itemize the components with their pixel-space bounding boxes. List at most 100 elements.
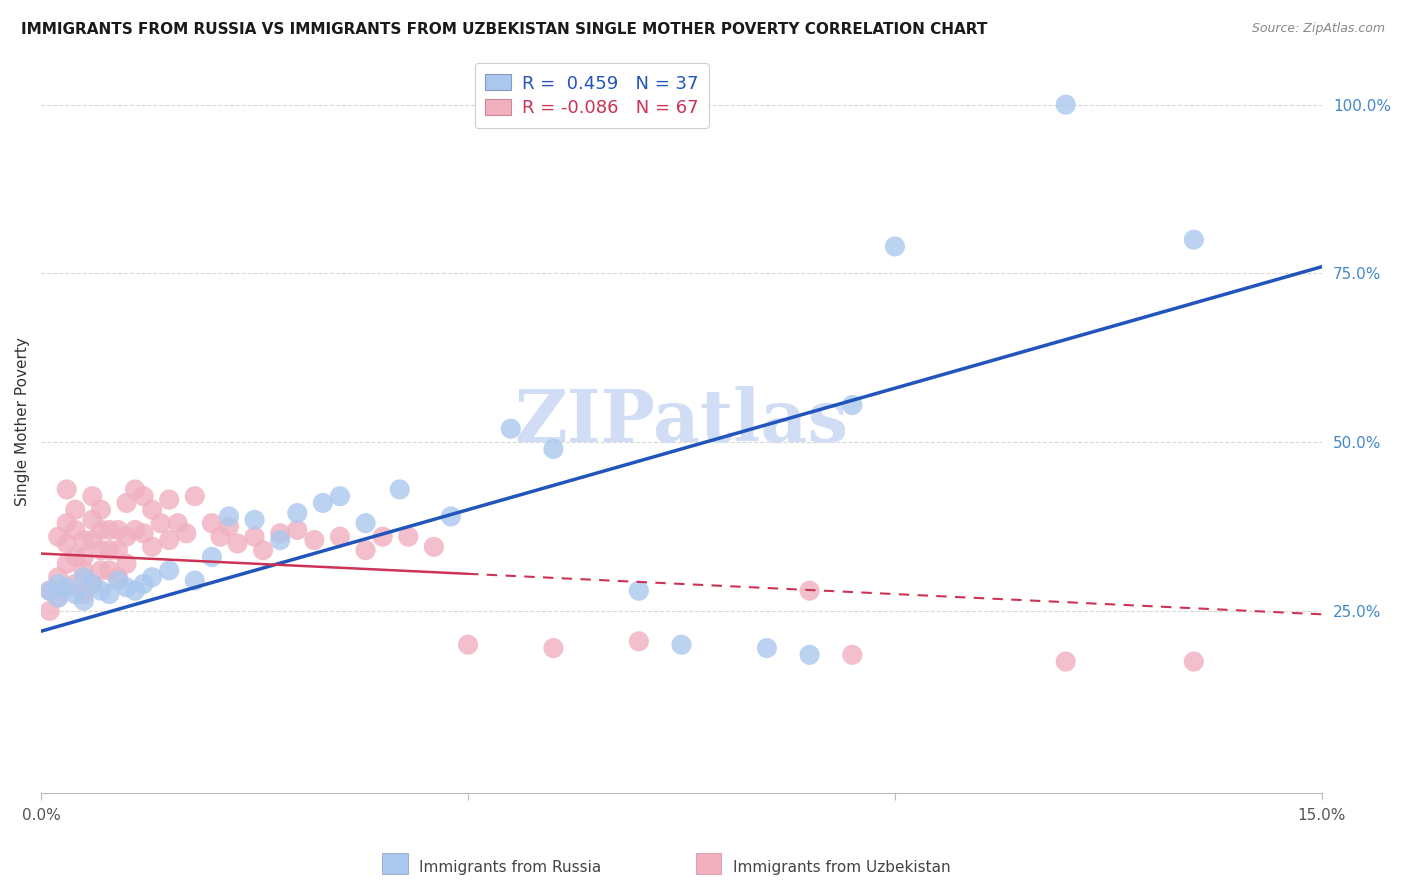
Point [73, 549, 96, 564]
Point [38, 604, 60, 618]
Point [65, 523, 87, 537]
Point [38, 583, 60, 598]
Point [354, 516, 377, 531]
Point [55, 557, 77, 571]
Point [799, 583, 821, 598]
Point [396, 530, 419, 544]
Point [73, 587, 96, 601]
Point [201, 516, 224, 531]
Point [312, 496, 335, 510]
Point [82, 513, 104, 527]
Point [115, 530, 138, 544]
Point [243, 513, 266, 527]
Point [46, 530, 69, 544]
Point [184, 489, 207, 503]
Point [243, 530, 266, 544]
Point [354, 543, 377, 558]
Point [82, 533, 104, 547]
Point [755, 641, 778, 656]
Point [132, 489, 155, 503]
Point [252, 543, 274, 558]
Point [841, 648, 863, 662]
Point [329, 489, 352, 503]
Point [423, 540, 446, 554]
Point [98, 543, 121, 558]
Point [543, 641, 565, 656]
Point [90, 502, 112, 516]
Point [46, 591, 69, 605]
Point [65, 549, 87, 564]
Point [98, 564, 121, 578]
Point [1054, 655, 1077, 669]
Point [269, 533, 291, 547]
Point [457, 638, 479, 652]
Point [38, 583, 60, 598]
Point [499, 422, 522, 436]
Point [90, 523, 112, 537]
Point [166, 516, 188, 531]
Point [388, 483, 411, 497]
Point [55, 536, 77, 550]
Point [46, 570, 69, 584]
Point [1054, 97, 1077, 112]
Point [141, 570, 163, 584]
Point [132, 577, 155, 591]
Point [82, 489, 104, 503]
Point [107, 523, 129, 537]
Point [90, 583, 112, 598]
Point [157, 492, 180, 507]
Point [1182, 233, 1205, 247]
Point [141, 540, 163, 554]
Text: ZIPatlas: ZIPatlas [515, 386, 849, 458]
Point [115, 496, 138, 510]
Point [107, 543, 129, 558]
Y-axis label: Single Mother Poverty: Single Mother Poverty [15, 337, 30, 507]
Point [371, 530, 394, 544]
Text: Immigrants from Russia: Immigrants from Russia [419, 860, 602, 874]
Point [132, 526, 155, 541]
Point [98, 523, 121, 537]
Point [73, 564, 96, 578]
Point [65, 577, 87, 591]
Point [90, 564, 112, 578]
Point [329, 530, 352, 544]
Point [285, 506, 308, 520]
Point [627, 634, 650, 648]
Point [124, 583, 146, 598]
Point [98, 587, 121, 601]
Point [218, 519, 240, 533]
Point [627, 583, 650, 598]
Legend: R =  0.459   N = 37, R = -0.086   N = 67: R = 0.459 N = 37, R = -0.086 N = 67 [475, 63, 709, 128]
Text: Immigrants from Uzbekistan: Immigrants from Uzbekistan [733, 860, 950, 874]
Point [285, 523, 308, 537]
Point [440, 509, 463, 524]
Point [209, 530, 232, 544]
Point [157, 564, 180, 578]
Point [884, 239, 907, 253]
Point [157, 533, 180, 547]
Point [115, 557, 138, 571]
Point [73, 533, 96, 547]
Point [65, 502, 87, 516]
Point [269, 526, 291, 541]
Point [90, 543, 112, 558]
Point [124, 483, 146, 497]
Point [46, 577, 69, 591]
Point [304, 533, 326, 547]
Point [73, 570, 96, 584]
Point [107, 574, 129, 588]
Point [218, 509, 240, 524]
Point [671, 638, 693, 652]
Point [46, 591, 69, 605]
Point [184, 574, 207, 588]
Point [55, 516, 77, 531]
Point [1182, 655, 1205, 669]
Point [115, 580, 138, 594]
Point [73, 594, 96, 608]
Point [799, 648, 821, 662]
Text: IMMIGRANTS FROM RUSSIA VS IMMIGRANTS FROM UZBEKISTAN SINGLE MOTHER POVERTY CORRE: IMMIGRANTS FROM RUSSIA VS IMMIGRANTS FRO… [21, 22, 987, 37]
Point [55, 483, 77, 497]
Point [149, 516, 172, 531]
Point [82, 577, 104, 591]
Point [841, 398, 863, 412]
